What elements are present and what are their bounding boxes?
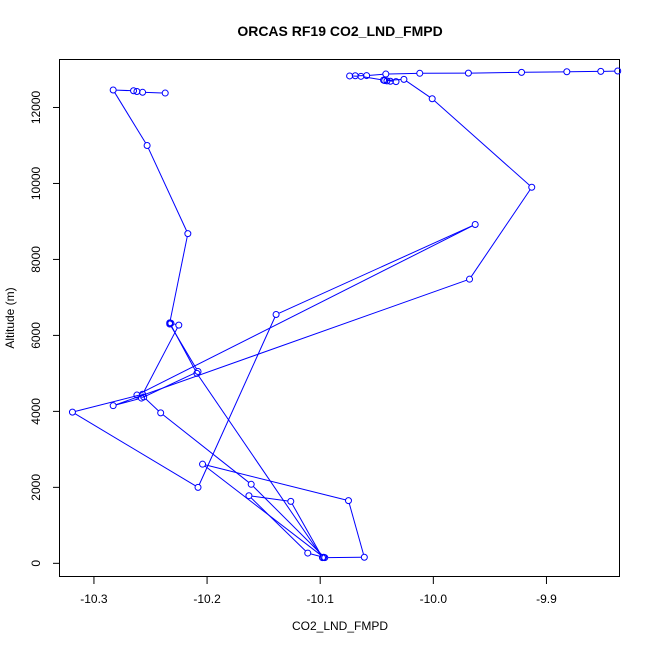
data-point: [416, 69, 424, 77]
data-point: [143, 141, 151, 149]
y-tick-label: 10000: [29, 166, 43, 200]
data-point: [346, 72, 354, 80]
data-point: [109, 86, 117, 94]
series-segment: [291, 503, 322, 556]
data-point: [304, 549, 312, 557]
data-point: [518, 68, 526, 76]
series-segment: [143, 372, 196, 398]
data-point: [318, 554, 326, 562]
data-point: [563, 68, 571, 76]
data-point: [400, 75, 408, 83]
y-tick-label: 8000: [29, 246, 43, 273]
x-tick-label: -10.1: [307, 592, 335, 606]
series-segment: [369, 73, 383, 76]
data-point: [272, 311, 280, 319]
series-segment: [388, 72, 417, 75]
data-point: [199, 460, 207, 468]
y-axis: 0 2000 4000 6000 8000 10000 12000: [29, 90, 60, 567]
series-segment: [139, 225, 473, 395]
y-tick-label: 12000: [29, 90, 43, 124]
series-segment: [251, 495, 288, 502]
series-segment: [145, 91, 163, 94]
data-point: [109, 402, 117, 410]
series-segment: [74, 413, 196, 487]
series-segment: [278, 225, 473, 314]
series-segment: [406, 80, 431, 98]
plot-frame: [59, 59, 620, 577]
y-tick-label: 0: [29, 560, 43, 567]
series-segment: [471, 71, 519, 74]
series-segment: [143, 327, 178, 392]
series-segment: [115, 398, 139, 406]
series-segment: [170, 325, 196, 371]
y-tick-label: 4000: [29, 398, 43, 425]
data-point: [382, 70, 390, 78]
series-segment: [75, 394, 140, 412]
series-segment: [470, 189, 531, 277]
series-segment: [198, 375, 322, 556]
series-segment: [115, 279, 467, 406]
data-point: [344, 497, 352, 505]
series-segment: [252, 486, 323, 556]
data-point: [133, 391, 141, 399]
data-point: [464, 69, 472, 77]
data-point: [428, 95, 436, 103]
data-point: [466, 275, 474, 283]
x-axis: -10.3 -10.2 -10.1 -10.0 -9.9: [80, 577, 557, 606]
y-tick-label: 6000: [29, 322, 43, 349]
data-point: [193, 369, 201, 377]
data-point: [528, 183, 536, 191]
y-tick-label: 2000: [29, 474, 43, 501]
x-tick-label: -9.9: [536, 592, 557, 606]
x-tick-label: -10.2: [193, 592, 221, 606]
x-tick-label: -10.0: [420, 592, 448, 606]
data-point: [68, 408, 76, 416]
data-point: [597, 67, 605, 75]
data-point: [194, 483, 202, 491]
series-segment: [205, 464, 346, 501]
series-segment: [348, 503, 364, 555]
data-point: [184, 230, 192, 238]
data-point: [381, 77, 389, 85]
series-segment: [250, 497, 306, 552]
data-point: [357, 72, 365, 80]
data-point: [287, 497, 295, 505]
series-segment: [162, 414, 250, 483]
series-segment: [310, 553, 321, 557]
series-segment: [147, 147, 188, 232]
y-axis-label: Altitude (m): [3, 287, 17, 348]
data-point: [471, 220, 479, 228]
series-segment: [114, 92, 146, 144]
series-segment: [169, 236, 188, 321]
data-point: [130, 87, 138, 95]
data-point: [166, 319, 174, 327]
series-segment: [363, 76, 381, 81]
data-point: [614, 67, 622, 75]
data-point: [247, 480, 255, 488]
series-segment: [434, 100, 530, 186]
x-axis-label: CO2_LND_FMPD: [292, 619, 388, 633]
data-point: [157, 409, 165, 417]
data-point: [360, 553, 368, 561]
series-segment: [145, 398, 159, 412]
data-point: [140, 393, 148, 401]
chart-title: ORCAS RF19 CO2_LND_FMPD: [237, 23, 442, 39]
series-segment: [116, 89, 131, 92]
data-point: [245, 492, 253, 500]
data-point: [175, 321, 183, 329]
series-segment: [198, 317, 276, 485]
x-tick-label: -10.3: [80, 592, 108, 606]
series-layer: [68, 67, 622, 562]
series-segment: [204, 465, 322, 556]
data-point: [161, 89, 169, 97]
data-point: [139, 88, 147, 96]
